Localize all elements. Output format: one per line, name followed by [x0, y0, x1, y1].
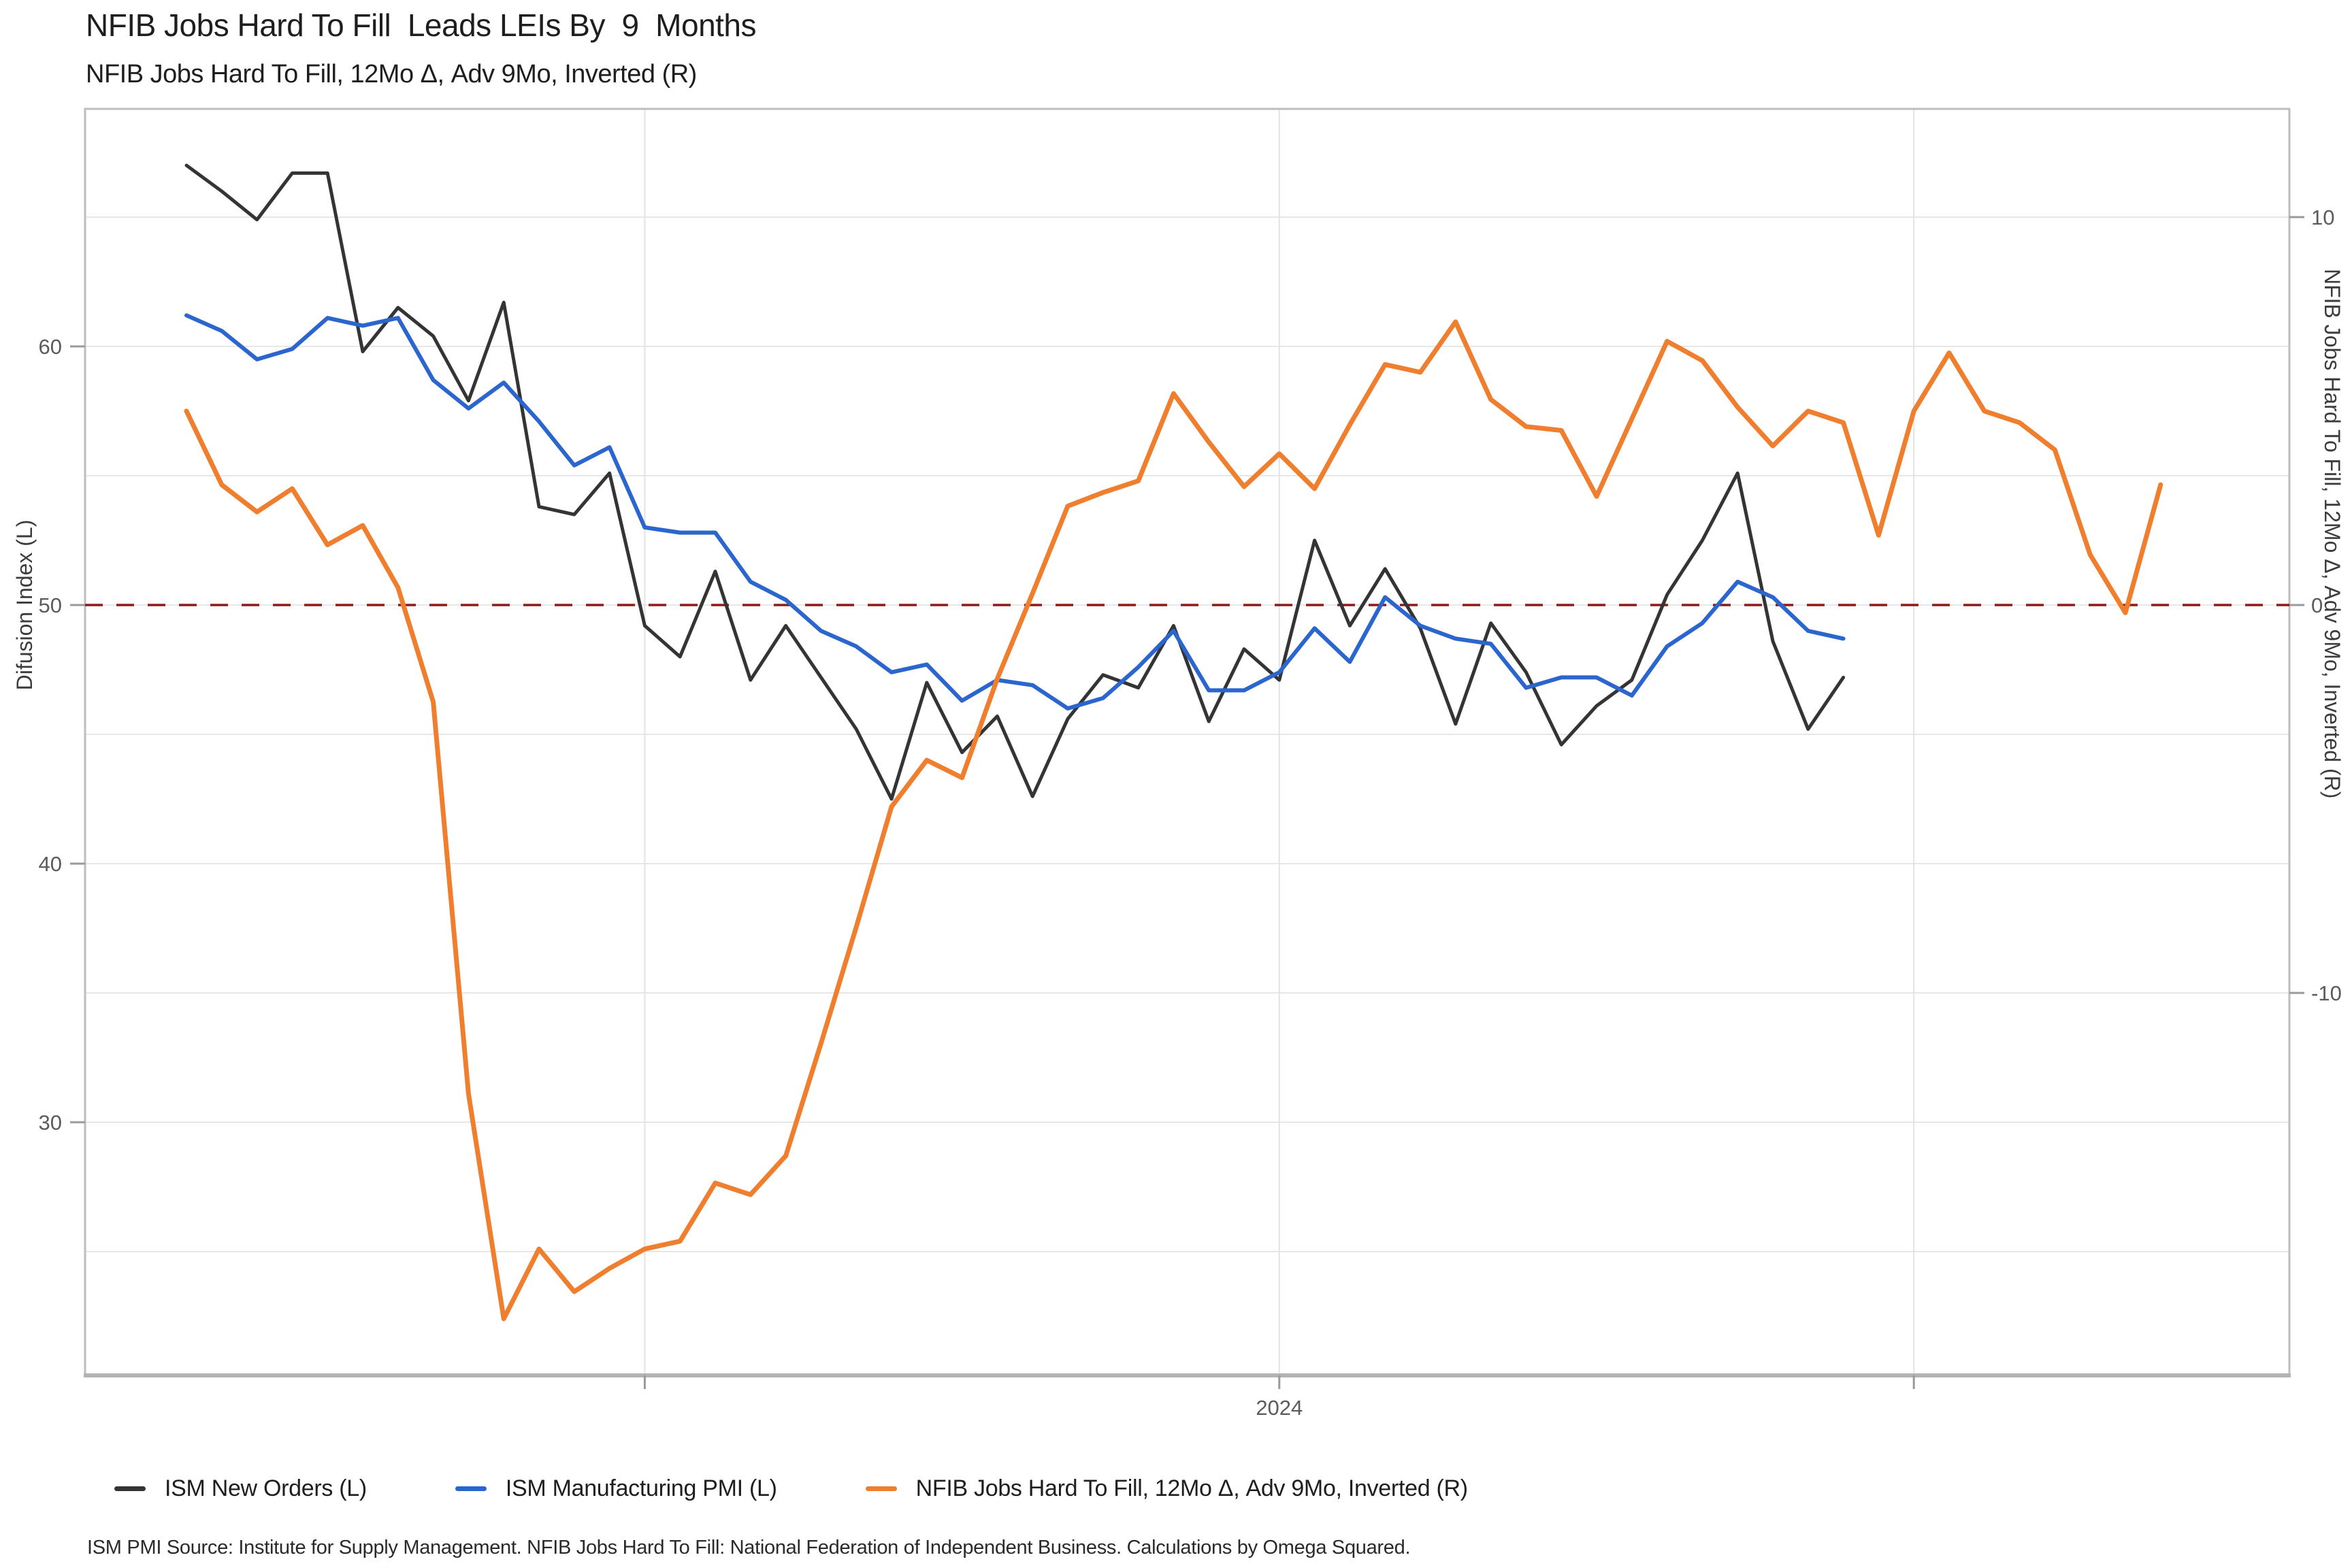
right-tick-label: 10: [2311, 206, 2334, 229]
right-tick-label: -10: [2311, 981, 2342, 1005]
plot-frame: [84, 108, 2291, 1377]
source-footnote: ISM PMI Source: Institute for Supply Man…: [87, 1537, 1411, 1558]
series-line-0: [184, 163, 1846, 801]
right-axis-title: NFIB Jobs Hard To Fill, 12Mo Δ, Adv 9Mo,…: [2320, 269, 2345, 799]
chart-title: NFIB Jobs Hard To Fill Leads LEIs By 9 M…: [86, 7, 757, 43]
left-tick-label: 60: [39, 335, 62, 359]
x-tick-label-2024: 2024: [1256, 1396, 1303, 1420]
legend-swatch-icon: [114, 1486, 146, 1491]
axis-ticks-and-labels: 60 50 40 30 10 0 -10 2024: [39, 206, 2342, 1420]
left-tick-label: 30: [39, 1111, 62, 1134]
legend-label: ISM Manufacturing PMI (L): [505, 1475, 777, 1501]
legend-item-0[interactable]: ISM New Orders (L): [114, 1475, 367, 1502]
legend-label: NFIB Jobs Hard To Fill, 12Mo Δ, Adv 9Mo,…: [915, 1475, 1468, 1501]
plot-border: [84, 108, 2291, 1377]
gridlines: [85, 109, 2289, 1375]
right-tick-label: 0: [2311, 593, 2323, 617]
series-line-2: [184, 319, 2163, 1322]
legend-label: ISM New Orders (L): [165, 1475, 367, 1501]
legend-item-1[interactable]: ISM Manufacturing PMI (L): [455, 1475, 777, 1502]
legend-swatch-icon: [865, 1486, 897, 1491]
series-line-1: [184, 313, 1846, 710]
legend-item-2[interactable]: NFIB Jobs Hard To Fill, 12Mo Δ, Adv 9Mo,…: [865, 1475, 1468, 1502]
legend-swatch-icon: [455, 1486, 487, 1491]
left-tick-label: 40: [39, 852, 62, 876]
chart-subtitle: NFIB Jobs Hard To Fill, 12Mo Δ, Adv 9Mo,…: [86, 60, 697, 88]
left-tick-label: 50: [39, 593, 62, 617]
series-lines: [184, 163, 2163, 1322]
left-axis-title: Difusion Index (L): [12, 519, 37, 691]
legend: ISM New Orders (L) ISM Manufacturing PMI …: [114, 1475, 1468, 1502]
